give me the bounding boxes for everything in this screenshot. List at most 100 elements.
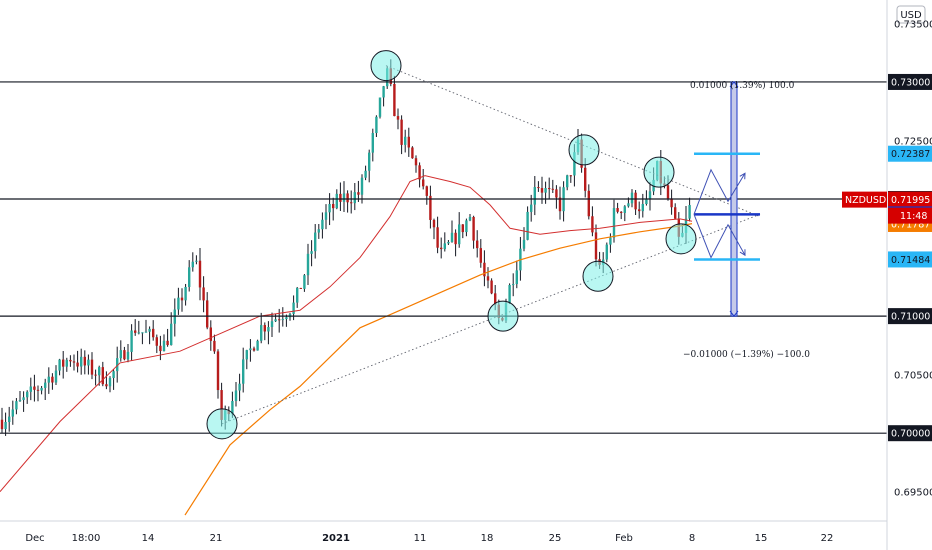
currency-box[interactable] [896,5,926,24]
pivot-circle [582,260,614,292]
candle-body [440,247,443,250]
candle-body [490,280,493,294]
candle-body [324,212,328,220]
projection-down-path [693,214,746,259]
candle-body [569,175,572,177]
candle-body [90,359,94,375]
candle-body [422,179,425,187]
candle-body [594,232,598,260]
candle-body [558,197,562,212]
candle-body [47,376,50,383]
candle-body [123,350,126,360]
candle-body [94,374,97,376]
candle-body [292,302,295,314]
candle-body [357,192,360,195]
candle-body [296,287,299,303]
candle-body [429,195,432,220]
candle-body [159,345,162,352]
candle-body [299,287,302,289]
candle-body [260,325,263,341]
projection-arrowhead [739,249,746,257]
candle-body [573,152,576,176]
time-tick-label: 18:00 [72,533,101,544]
candle-body [537,187,540,189]
price-tag-bg [888,145,932,162]
candle-body [130,330,133,352]
pivot-circles-layer [206,50,697,440]
candle-body [33,386,36,390]
candle-body [234,390,238,401]
candle-body [425,186,428,196]
candle-body [105,384,108,387]
candle-body [328,204,331,213]
candle-body [69,359,72,362]
candle-body [8,416,11,422]
countdown-tag-bg [888,207,932,224]
candle-body [87,359,90,366]
candle-body [54,370,58,383]
candle-body [342,193,346,202]
candle-body [252,348,256,351]
candle-body [454,232,457,245]
candle-body [382,86,385,98]
candle-body [620,211,623,213]
price-tags: 0.730000.720000.710000.700000.723870.719… [842,73,932,442]
candle-body [468,216,472,221]
time-tick-label: 14 [142,533,155,544]
candle-body [238,383,241,391]
candle-body [540,188,544,193]
candle-body [148,328,151,332]
candle-body [278,319,281,321]
candle-body [177,297,180,310]
candle-body [335,193,338,209]
candle-body [249,348,252,351]
time-tick-label: 21 [210,533,223,544]
price-tag-bg [888,191,932,208]
candle-body [346,193,349,203]
candle-body [447,241,450,244]
candle-body [476,240,479,249]
candle-body [400,119,403,145]
candle-body [137,332,140,334]
candle-body [26,391,29,398]
candle-body [404,136,407,145]
candle-body [674,207,677,219]
candle-body [15,401,18,410]
moving-averages-layer [0,175,693,516]
candle-body [202,287,205,301]
candle-body [317,229,320,233]
candle-body [566,175,569,188]
candle-body [483,262,486,277]
time-axis[interactable]: Dec 18:00 14 21 2021 11 18 25 Feb 8 15 22 [0,520,887,544]
candle-body [645,199,648,205]
candle-body [332,204,335,209]
candle-body [40,387,43,391]
measure-range-bar [730,81,738,317]
level-tag-bg [888,308,932,325]
candle-body [267,327,270,332]
candles-layer [0,59,691,436]
candle-body [58,359,61,371]
candle-body [112,371,115,379]
candle-body [591,216,594,233]
candle-body [551,188,554,190]
level-tag-bg [888,425,932,442]
candle-body [195,260,198,262]
candle-body [108,378,112,387]
candle-body [411,147,414,159]
candle-body [126,351,130,360]
candle-body [22,397,25,401]
candle-body [458,224,461,245]
pivot-circle [206,408,238,440]
candle-body [350,202,353,204]
candle-body [623,206,626,213]
candle-body [155,337,158,346]
candle-body [688,205,691,219]
candle-body [170,323,173,346]
candle-body [360,177,364,195]
candle-body [51,376,54,383]
candle-body [231,400,234,415]
candle-body [44,382,47,388]
level-tag: 0.73000 [891,77,930,88]
